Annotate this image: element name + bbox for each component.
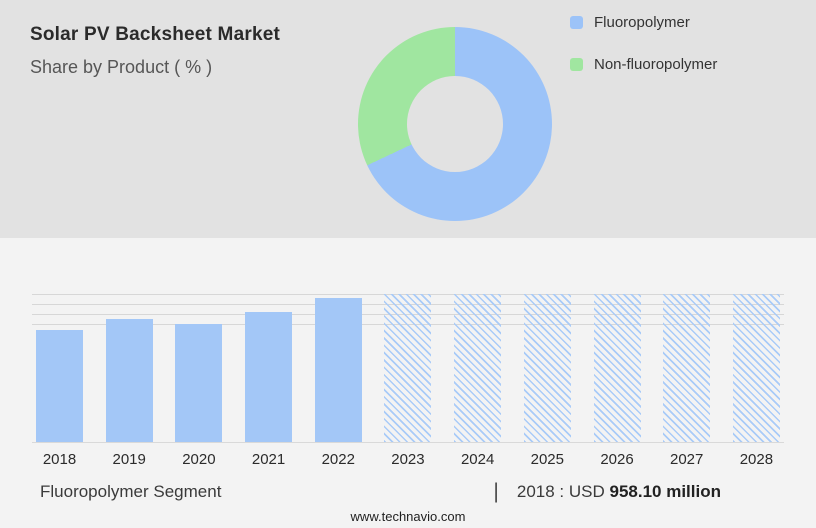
- legend-item-non-fluoropolymer: Non-fluoropolymer: [570, 56, 717, 73]
- x-tick-label-2019: 2019: [112, 451, 146, 468]
- legend-item-fluoropolymer: Fluoropolymer: [570, 14, 717, 31]
- x-tick-label-2020: 2020: [182, 451, 216, 468]
- bar-2024: [454, 294, 502, 442]
- annotation-value-group: | 2018 : USD 958.10 million: [493, 480, 721, 504]
- value-2018: 2018 : USD 958.10 million: [517, 482, 721, 502]
- x-tick-label-2022: 2022: [321, 451, 355, 468]
- bar-2019: [105, 319, 153, 442]
- x-axis-labels: 2018 2019 2020 2021 2022 2023 2024 2025 2026 2027…: [32, 451, 784, 468]
- bar-2020: [175, 323, 223, 442]
- value-prefix: 2018 : USD: [516, 482, 605, 501]
- bar-chart: [32, 294, 784, 442]
- legend-label-non-fluoropolymer: Non-fluoropolymer: [594, 56, 718, 73]
- bar-chart-area: 2018 2019 2020 2021 2022 2023 2024 2025 2026 2027…: [32, 294, 784, 468]
- segment-label: Fluoropolymer Segment: [40, 482, 222, 501]
- x-tick-label-2021: 2021: [251, 451, 286, 468]
- donut-chart: [358, 27, 552, 221]
- bar-2022: [314, 298, 362, 442]
- bar-2028: [732, 294, 780, 442]
- page-subtitle: Share by Product ( % ): [30, 57, 213, 77]
- bar-plot: [32, 294, 784, 443]
- bar-2027: [663, 294, 711, 442]
- legend-swatch-fluoropolymer: [570, 16, 583, 29]
- bar-2023: [384, 294, 432, 442]
- x-tick-label-2025: 2025: [530, 451, 564, 468]
- page-title: Solar PV Backsheet Market: [30, 24, 281, 45]
- legend-label-fluoropolymer: Fluoropolymer: [594, 14, 690, 31]
- header-section: Solar PV Backsheet Market Share by Produ…: [0, 0, 816, 238]
- title-block: Solar PV Backsheet Market Share by Produ…: [30, 24, 280, 78]
- legend: Fluoropolymer Non-fluoropolymer: [570, 14, 717, 73]
- bar-2026: [593, 294, 641, 442]
- website-url: www.technavio.com: [350, 509, 466, 524]
- legend-swatch-non-fluoropolymer: [570, 58, 583, 71]
- bar-2025: [523, 294, 571, 442]
- value-amount: 958.10 million: [609, 482, 722, 501]
- x-tick-label-2027: 2027: [670, 451, 704, 468]
- x-tick-label-2028: 2028: [739, 451, 774, 468]
- bar-chart-section: 2018 2019 2020 2021 2022 2023 2024 2025 2026 2027…: [0, 238, 816, 528]
- x-tick-label-2026: 2026: [600, 451, 634, 468]
- donut-hole: [407, 76, 503, 172]
- annotation-row: Fluoropolymer Segment | 2018 : USD 958.1…: [40, 480, 721, 504]
- bar-2018: [36, 329, 83, 442]
- bar-2021: [245, 311, 293, 442]
- x-tick-label-2024: 2024: [460, 451, 495, 468]
- x-tick-label-2018: 2018: [42, 451, 77, 468]
- x-tick-label-2023: 2023: [391, 451, 425, 468]
- separator-bar: |: [493, 480, 499, 503]
